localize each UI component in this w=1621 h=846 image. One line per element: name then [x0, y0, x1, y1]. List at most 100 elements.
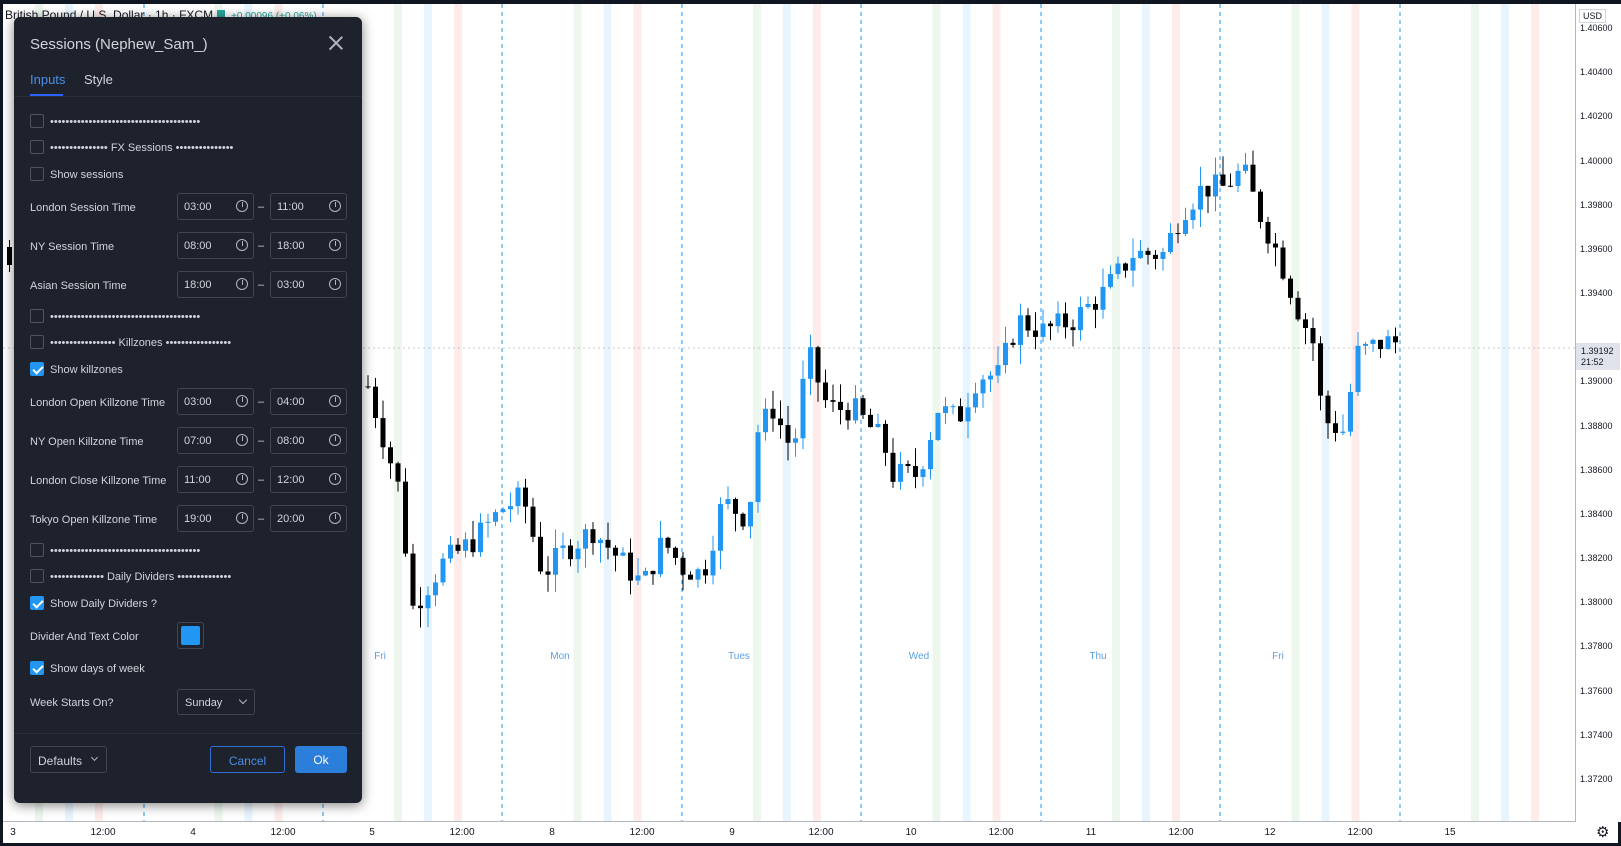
bar-countdown: 21:52 [1581, 357, 1604, 367]
asian-session-band [992, 4, 1001, 822]
tokyo-open-kz-end-input[interactable]: 20:00 [270, 505, 347, 532]
symbol-change: +0.00096 (+0.06%) [231, 11, 317, 22]
separator-label-3: ••••••••••••••••••••••••••••••••••••••• [50, 545, 201, 557]
clock-icon[interactable] [329, 473, 341, 485]
candle-up [965, 407, 971, 422]
show-killzones-label: Show killzones [50, 364, 123, 376]
divider-color-swatch[interactable] [177, 622, 204, 649]
ok-button[interactable]: Ok [295, 746, 347, 773]
tab-inputs[interactable]: Inputs [30, 72, 66, 87]
clock-icon[interactable] [329, 395, 341, 407]
price-tick-label: 1.39600 [1580, 243, 1613, 254]
candle-up [800, 378, 806, 439]
time-tick-label: 12:00 [449, 827, 475, 838]
price-tick-label: 1.38200 [1580, 553, 1613, 564]
candle-down [365, 386, 371, 388]
tokyo-open-kz-start-input[interactable]: 19:00 [177, 505, 254, 532]
price-tick-label: 1.38400 [1580, 508, 1613, 519]
candle-up [808, 347, 813, 379]
london-session-end-input[interactable]: 11:00 [270, 193, 347, 220]
show-days-of-week-checkbox[interactable] [30, 661, 44, 675]
clock-icon[interactable] [329, 512, 341, 524]
candle-down [1025, 315, 1031, 331]
candle-down [815, 347, 821, 383]
candle-up [1018, 315, 1023, 345]
separator-checkbox-1[interactable] [30, 114, 44, 128]
show-daily-dividers-checkbox[interactable] [30, 596, 44, 610]
candle-down [403, 481, 408, 554]
day-of-week-label: Wed [908, 651, 930, 662]
london-close-kz-end-value: 12:00 [277, 474, 305, 486]
gear-icon[interactable]: ⚙ [1596, 824, 1610, 841]
clock-icon[interactable] [236, 278, 248, 290]
london-session-start-input[interactable]: 03:00 [177, 193, 254, 220]
candle-down [1288, 278, 1293, 298]
daily-dividers-checkbox[interactable] [30, 569, 44, 583]
asian-session-band [633, 4, 642, 822]
london-open-kz-end-input[interactable]: 04:00 [270, 388, 347, 415]
clock-icon[interactable] [329, 200, 341, 212]
ny-session-start-input[interactable]: 08:00 [177, 232, 254, 259]
ny-session-end-input[interactable]: 18:00 [270, 232, 347, 259]
clock-icon[interactable] [236, 512, 248, 524]
candle-down [890, 452, 896, 482]
candle-up [493, 512, 498, 522]
cancel-button[interactable]: Cancel [210, 746, 285, 773]
candle-up [1168, 233, 1173, 253]
candle-down [770, 408, 776, 419]
price-tick-label: 1.38600 [1580, 464, 1613, 475]
day-of-week-label: Fri [1272, 651, 1284, 662]
ny-open-kz-end-input[interactable]: 08:00 [270, 427, 347, 454]
candle-down [883, 423, 888, 453]
candle-down [673, 547, 678, 558]
london-close-kz-start-input[interactable]: 11:00 [177, 466, 254, 493]
show-sessions-checkbox[interactable] [30, 167, 44, 181]
candle-down [1318, 343, 1323, 396]
separator-label-1: ••••••••••••••••••••••••••••••••••••••• [50, 116, 201, 128]
london-session-end-value: 11:00 [277, 201, 304, 213]
range-dash: – [258, 396, 265, 408]
candle-up [425, 595, 431, 609]
fx-sessions-checkbox[interactable] [30, 140, 44, 154]
price-tick-label: 1.40400 [1580, 67, 1613, 78]
candle-up [658, 537, 663, 575]
separator-checkbox-2[interactable] [30, 309, 44, 323]
candle-up [1370, 339, 1376, 344]
separator-checkbox-3[interactable] [30, 543, 44, 557]
week-starts-select[interactable]: Sunday [177, 689, 255, 715]
price-axis[interactable]: 1.40600 1.40400 1.40200 1.40000 1.39800 1.396… [1575, 4, 1621, 822]
asian-session-band [1172, 4, 1180, 822]
time-axis[interactable]: 3 12:00 4 12:00 5 12:00 8 12:00 9 12:00 10 12:00 11 1… [3, 821, 1575, 843]
market-status-icon [217, 10, 226, 20]
tab-style[interactable]: Style [84, 72, 113, 87]
price-tick-label: 1.40000 [1580, 155, 1613, 166]
show-killzones-checkbox[interactable] [30, 362, 44, 376]
candle-up [1055, 313, 1061, 327]
price-tick-label: 1.37400 [1580, 729, 1613, 740]
london-open-kz-start-input[interactable]: 03:00 [177, 388, 254, 415]
defaults-button[interactable]: Defaults [30, 746, 107, 773]
clock-icon[interactable] [236, 200, 248, 212]
clock-icon[interactable] [236, 434, 248, 446]
clock-icon[interactable] [236, 473, 248, 485]
close-icon[interactable] [328, 35, 344, 51]
asian-session-end-input[interactable]: 03:00 [270, 271, 347, 298]
candle-up [620, 552, 626, 556]
clock-icon[interactable] [236, 395, 248, 407]
london-close-kz-end-input[interactable]: 12:00 [270, 466, 347, 493]
candle-down [568, 545, 573, 560]
ny-open-kz-start-input[interactable]: 07:00 [177, 427, 254, 454]
candle-down [1093, 303, 1098, 310]
candle-up [875, 423, 881, 428]
clock-icon[interactable] [236, 239, 248, 251]
currency-badge[interactable]: USD [1579, 9, 1607, 23]
time-tick-label: 4 [190, 827, 196, 838]
clock-icon[interactable] [329, 278, 341, 290]
dialog-title: Sessions (Nephew_Sam_) [30, 36, 208, 53]
ny-session-band [603, 4, 612, 822]
asian-session-start-input[interactable]: 18:00 [177, 271, 254, 298]
killzones-checkbox[interactable] [30, 335, 44, 349]
clock-icon[interactable] [329, 434, 341, 446]
clock-icon[interactable] [329, 239, 341, 251]
candle-up [1385, 336, 1391, 350]
